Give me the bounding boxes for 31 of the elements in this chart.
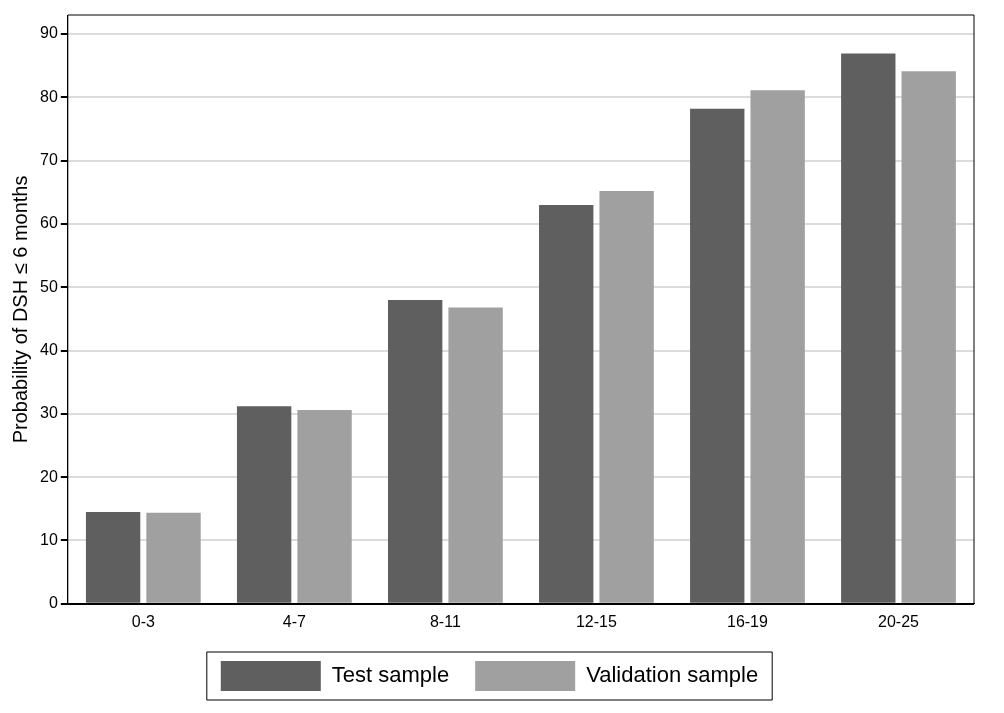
- bar: [750, 90, 805, 603]
- bar: [387, 299, 443, 603]
- y-tick-label: 80: [40, 87, 58, 105]
- x-tick-label: 4-7: [282, 612, 307, 630]
- bar: [297, 410, 352, 603]
- bar: [448, 307, 503, 603]
- y-tick-label: 40: [40, 340, 58, 358]
- bar: [841, 53, 896, 603]
- x-tick-label: 20-25: [878, 612, 920, 630]
- y-tick-label: 70: [40, 151, 58, 169]
- y-tick-label: 60: [40, 214, 58, 232]
- y-tick-label: 90: [40, 24, 58, 42]
- x-tick-label: 0-3: [131, 612, 155, 630]
- x-tick-label: 12-15: [575, 612, 617, 630]
- x-tick-label: 16-19: [726, 612, 769, 630]
- legend-label: Test sample: [331, 662, 450, 688]
- y-axis-title: Probability of DSH ≤ 6 months: [8, 175, 31, 444]
- y-tick-label: 10: [40, 530, 58, 548]
- bar: [901, 71, 956, 603]
- y-tick-label: 50: [40, 277, 58, 295]
- legend-label: Validation sample: [586, 662, 759, 688]
- bar: [539, 204, 594, 603]
- y-tick-label: 20: [40, 467, 58, 485]
- bar: [599, 191, 654, 603]
- y-tick-label: 30: [40, 404, 58, 422]
- y-tick-label: 0: [48, 594, 58, 612]
- x-tick-label: 8-11: [429, 612, 461, 630]
- bar: [690, 108, 745, 603]
- bar: [146, 512, 201, 603]
- bar: [85, 512, 141, 603]
- bar: [236, 406, 292, 603]
